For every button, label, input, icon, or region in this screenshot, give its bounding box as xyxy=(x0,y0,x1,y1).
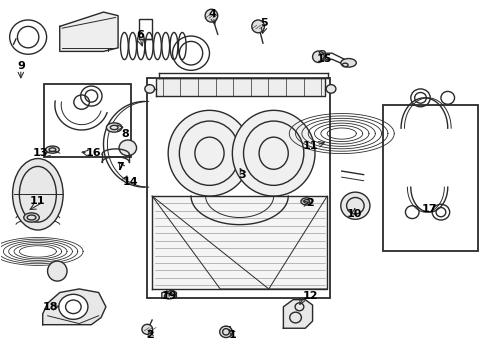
Text: 5: 5 xyxy=(260,18,267,28)
Bar xyxy=(138,19,152,39)
Ellipse shape xyxy=(204,9,217,22)
Polygon shape xyxy=(156,78,324,96)
Text: 11: 11 xyxy=(30,197,45,206)
Ellipse shape xyxy=(312,51,324,63)
Ellipse shape xyxy=(47,261,67,281)
Bar xyxy=(147,78,329,298)
Text: 3: 3 xyxy=(238,170,245,180)
Ellipse shape xyxy=(24,213,39,222)
Ellipse shape xyxy=(119,140,136,156)
Text: 7: 7 xyxy=(117,162,124,172)
Text: 13: 13 xyxy=(33,148,48,158)
Ellipse shape xyxy=(164,293,174,299)
Text: 17: 17 xyxy=(421,203,436,213)
Ellipse shape xyxy=(300,198,312,205)
Bar xyxy=(382,105,477,251)
Ellipse shape xyxy=(106,123,122,132)
Ellipse shape xyxy=(168,111,250,196)
Polygon shape xyxy=(283,300,312,328)
Ellipse shape xyxy=(142,324,152,334)
Text: 10: 10 xyxy=(346,209,361,219)
Text: 2: 2 xyxy=(305,198,313,208)
Polygon shape xyxy=(42,289,106,325)
Polygon shape xyxy=(152,196,326,289)
Text: 6: 6 xyxy=(136,30,143,40)
Ellipse shape xyxy=(59,294,88,319)
Ellipse shape xyxy=(340,192,369,219)
Text: 16: 16 xyxy=(86,148,102,158)
Polygon shape xyxy=(60,12,118,51)
Ellipse shape xyxy=(144,85,154,93)
Text: 14: 14 xyxy=(122,177,138,187)
Ellipse shape xyxy=(45,146,59,153)
Text: 1: 1 xyxy=(228,330,236,341)
Text: 19: 19 xyxy=(161,291,177,301)
Ellipse shape xyxy=(340,59,356,67)
Text: 18: 18 xyxy=(42,302,58,312)
Ellipse shape xyxy=(232,111,314,196)
Bar xyxy=(44,84,130,157)
Text: 2: 2 xyxy=(145,330,153,341)
Text: 8: 8 xyxy=(121,129,129,139)
Text: 9: 9 xyxy=(17,61,25,71)
Ellipse shape xyxy=(13,158,63,230)
Ellipse shape xyxy=(325,85,335,93)
Ellipse shape xyxy=(219,326,232,338)
Text: 15: 15 xyxy=(316,54,332,64)
Text: 12: 12 xyxy=(302,291,317,301)
Text: 4: 4 xyxy=(208,9,216,19)
Text: 11: 11 xyxy=(302,141,317,151)
Ellipse shape xyxy=(251,20,264,33)
